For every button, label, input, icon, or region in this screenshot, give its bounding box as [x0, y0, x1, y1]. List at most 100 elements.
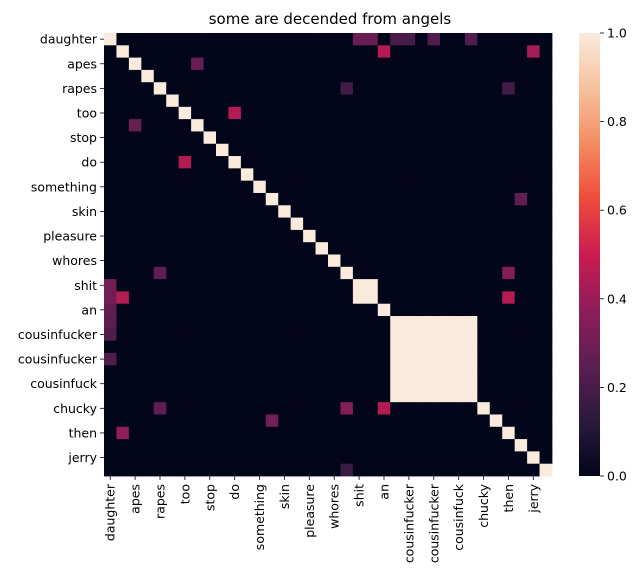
- heatmap-cell: [265, 192, 279, 206]
- heatmap-cell: [390, 217, 404, 231]
- heatmap-cell: [440, 180, 453, 194]
- heatmap-cell: [452, 254, 466, 268]
- heatmap-cell: [427, 316, 441, 329]
- row-label: pleasure: [43, 229, 97, 244]
- heatmap-cell: [153, 340, 167, 354]
- heatmap-cell: [116, 168, 130, 182]
- heatmap-cell: [489, 451, 503, 465]
- heatmap-cell: [452, 451, 466, 465]
- row-label: cousinfuck: [30, 376, 98, 391]
- heatmap-cell: [464, 33, 478, 46]
- heatmap-cell: [303, 156, 316, 169]
- heatmap-cell: [141, 426, 155, 440]
- heatmap-cell: [377, 82, 391, 95]
- heatmap-cell: [278, 45, 292, 59]
- heatmap-cell: [390, 131, 404, 145]
- heatmap-cell: [352, 291, 366, 305]
- heatmap-cell: [352, 119, 366, 132]
- heatmap-cell: [365, 82, 379, 95]
- heatmap-cell: [216, 106, 229, 120]
- heatmap-cell: [265, 143, 279, 157]
- heatmap-cell: [402, 106, 416, 120]
- heatmap-cell: [402, 402, 416, 415]
- heatmap-cell: [514, 229, 528, 243]
- heatmap-cell: [104, 143, 117, 157]
- heatmap-cell: [216, 33, 229, 46]
- heatmap-cell: [116, 156, 130, 169]
- heatmap-cell: [290, 106, 304, 120]
- heatmap-cell: [452, 69, 466, 83]
- heatmap-cell: [464, 69, 478, 83]
- heatmap-cell: [315, 242, 329, 255]
- colorbar-tick-label: 0.8: [607, 114, 627, 129]
- heatmap-cell: [514, 119, 528, 132]
- heatmap-cell: [253, 439, 267, 452]
- heatmap-cell: [178, 242, 192, 255]
- colorbar: [579, 33, 600, 476]
- heatmap-cell: [128, 402, 142, 415]
- heatmap-cell: [340, 168, 354, 182]
- heatmap-cell: [203, 168, 217, 182]
- heatmap-cell: [303, 426, 316, 440]
- heatmap-cell: [116, 192, 130, 206]
- heatmap-cell: [141, 57, 155, 71]
- heatmap-cell: [141, 377, 155, 391]
- heatmap-cell: [104, 365, 117, 378]
- heatmap-cell: [203, 143, 217, 157]
- colorbar-tick-label: 1.0: [607, 26, 627, 41]
- heatmap-cell: [477, 303, 491, 317]
- heatmap-cell: [104, 82, 117, 95]
- heatmap-cell: [340, 316, 354, 329]
- heatmap-cell: [303, 365, 316, 378]
- column-label: apes: [128, 484, 143, 514]
- heatmap-cell: [415, 156, 428, 169]
- heatmap-cell: [141, 328, 155, 342]
- heatmap-cell: [315, 33, 329, 46]
- heatmap-cell: [328, 279, 341, 292]
- heatmap-cell: [178, 266, 192, 280]
- heatmap-cell: [128, 69, 142, 83]
- heatmap-cell: [240, 205, 254, 218]
- heatmap-cell: [315, 143, 329, 157]
- heatmap-cell: [315, 106, 329, 120]
- heatmap-cell: [402, 328, 416, 342]
- heatmap-cell: [489, 303, 503, 317]
- heatmap-cell: [365, 254, 379, 268]
- heatmap-cell: [502, 439, 516, 452]
- heatmap-cell: [178, 463, 192, 477]
- heatmap-cell: [141, 402, 155, 415]
- heatmap-cell: [340, 340, 354, 354]
- heatmap-cell: [377, 451, 391, 465]
- heatmap-cell: [539, 463, 553, 477]
- heatmap-cell: [128, 451, 142, 465]
- heatmap-cell: [390, 229, 404, 243]
- heatmap-cell: [290, 340, 304, 354]
- heatmap-cell: [166, 328, 180, 342]
- heatmap-cell: [328, 119, 341, 132]
- heatmap-cell: [539, 414, 553, 428]
- heatmap-cell: [440, 463, 453, 477]
- heatmap-cell: [477, 242, 491, 255]
- heatmap-cell: [240, 131, 254, 145]
- heatmap-cell: [489, 119, 503, 132]
- heatmap-cell: [527, 192, 540, 206]
- heatmap-cell: [352, 254, 366, 268]
- heatmap-cell: [464, 192, 478, 206]
- heatmap-cell: [427, 33, 441, 46]
- heatmap-cell: [452, 266, 466, 280]
- heatmap-cell: [502, 217, 516, 231]
- heatmap-cell: [104, 168, 117, 182]
- heatmap-cell: [502, 303, 516, 317]
- heatmap-cell: [464, 205, 478, 218]
- heatmap-cell: [153, 156, 167, 169]
- heatmap-cell: [290, 402, 304, 415]
- heatmap-cell: [216, 192, 229, 206]
- heatmap-cell: [228, 156, 242, 169]
- heatmap-cell: [390, 254, 404, 268]
- heatmap-cell: [240, 279, 254, 292]
- heatmap-cell: [203, 57, 217, 71]
- heatmap-cell: [104, 279, 117, 292]
- heatmap-cell: [104, 254, 117, 268]
- heatmap-cell: [440, 316, 453, 329]
